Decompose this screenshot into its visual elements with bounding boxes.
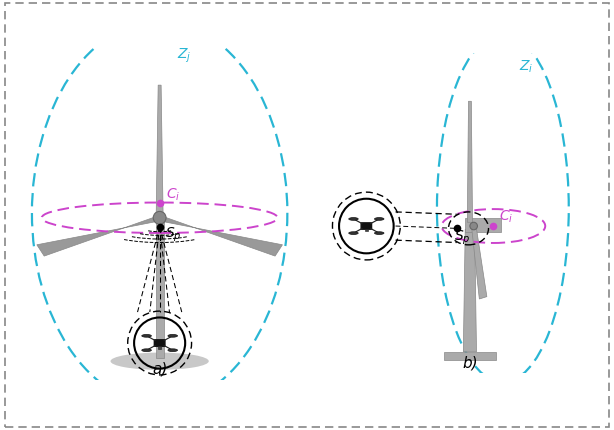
Text: $S_p$: $S_p$ (454, 228, 471, 246)
Text: $Z_j$: $Z_j$ (177, 46, 192, 64)
Ellipse shape (142, 349, 152, 352)
Text: a): a) (152, 362, 168, 377)
Circle shape (470, 222, 478, 230)
Text: $Z_i$: $Z_i$ (519, 58, 534, 75)
Polygon shape (444, 352, 496, 360)
Polygon shape (465, 218, 500, 232)
Circle shape (154, 212, 166, 224)
FancyBboxPatch shape (156, 218, 163, 358)
Text: $C_i$: $C_i$ (499, 209, 513, 225)
Text: $C_i$: $C_i$ (166, 187, 180, 203)
Ellipse shape (349, 218, 358, 220)
Text: $S_p$: $S_p$ (165, 225, 181, 244)
Text: b): b) (462, 355, 478, 370)
Polygon shape (467, 101, 473, 222)
Ellipse shape (168, 349, 177, 352)
Ellipse shape (375, 218, 384, 220)
FancyBboxPatch shape (154, 340, 165, 346)
Ellipse shape (142, 335, 152, 337)
Polygon shape (160, 215, 282, 256)
Polygon shape (472, 229, 487, 299)
Polygon shape (464, 229, 476, 352)
FancyBboxPatch shape (361, 223, 371, 229)
Bar (365, 229, 368, 231)
Ellipse shape (375, 232, 384, 234)
Polygon shape (156, 85, 163, 213)
Ellipse shape (111, 353, 209, 370)
Ellipse shape (168, 335, 177, 337)
Polygon shape (37, 215, 160, 256)
Ellipse shape (349, 232, 358, 234)
Bar (158, 346, 161, 349)
